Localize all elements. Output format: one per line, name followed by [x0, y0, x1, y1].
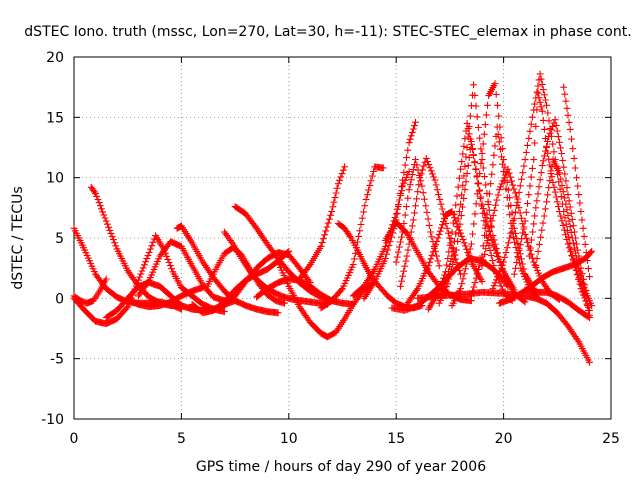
data-series [199, 249, 314, 313]
data-series [414, 288, 593, 366]
data-points-16 [317, 163, 387, 312]
data-series [70, 275, 110, 307]
data-points-28 [448, 80, 540, 309]
data-series [317, 163, 387, 312]
x-tick-label: 25 [602, 431, 620, 447]
data-series [532, 156, 596, 309]
data-series [521, 286, 593, 321]
data-points-38 [414, 288, 593, 366]
data-points-35 [521, 286, 593, 321]
data-points-36 [532, 156, 596, 309]
data-series [560, 83, 593, 280]
grid [74, 57, 611, 419]
y-tick-label: 10 [46, 171, 64, 187]
y-tick-label: 15 [46, 110, 64, 126]
data-series [124, 284, 207, 311]
x-tick-label: 10 [280, 431, 298, 447]
data-series [296, 163, 348, 283]
y-tick-label: -5 [50, 352, 64, 368]
data-points-2 [70, 275, 110, 307]
y-tick-label: 5 [55, 231, 64, 247]
data-points-37 [560, 83, 593, 280]
x-tick-label: 15 [387, 431, 405, 447]
y-axis-label: dSTEC / TECUs [10, 186, 26, 289]
data-points-15 [296, 163, 348, 283]
x-axis-label: GPS time / hours of day 290 of year 2006 [196, 459, 486, 475]
data-points-12 [199, 249, 314, 313]
x-tick-label: 20 [495, 431, 513, 447]
y-tick-label: 20 [46, 50, 64, 66]
x-tick-label: 5 [177, 431, 186, 447]
chart-title: dSTEC Iono. truth (mssc, Lon=270, Lat=30… [24, 24, 631, 40]
y-tick-label: -10 [41, 412, 64, 428]
data-points-5 [124, 284, 207, 311]
data-series [274, 258, 379, 341]
data-points-14 [274, 258, 379, 341]
data-series [135, 238, 228, 305]
data-series [448, 80, 540, 309]
series-group [70, 70, 596, 366]
y-tick-label: 0 [55, 291, 64, 307]
data-points-32 [510, 89, 593, 319]
data-points-6 [135, 238, 228, 305]
axis-ticks: 0 5 10 15 20 25 -10 -5 0 5 10 15 20 [41, 50, 620, 447]
data-series [510, 89, 593, 319]
x-tick-label: 0 [70, 431, 79, 447]
